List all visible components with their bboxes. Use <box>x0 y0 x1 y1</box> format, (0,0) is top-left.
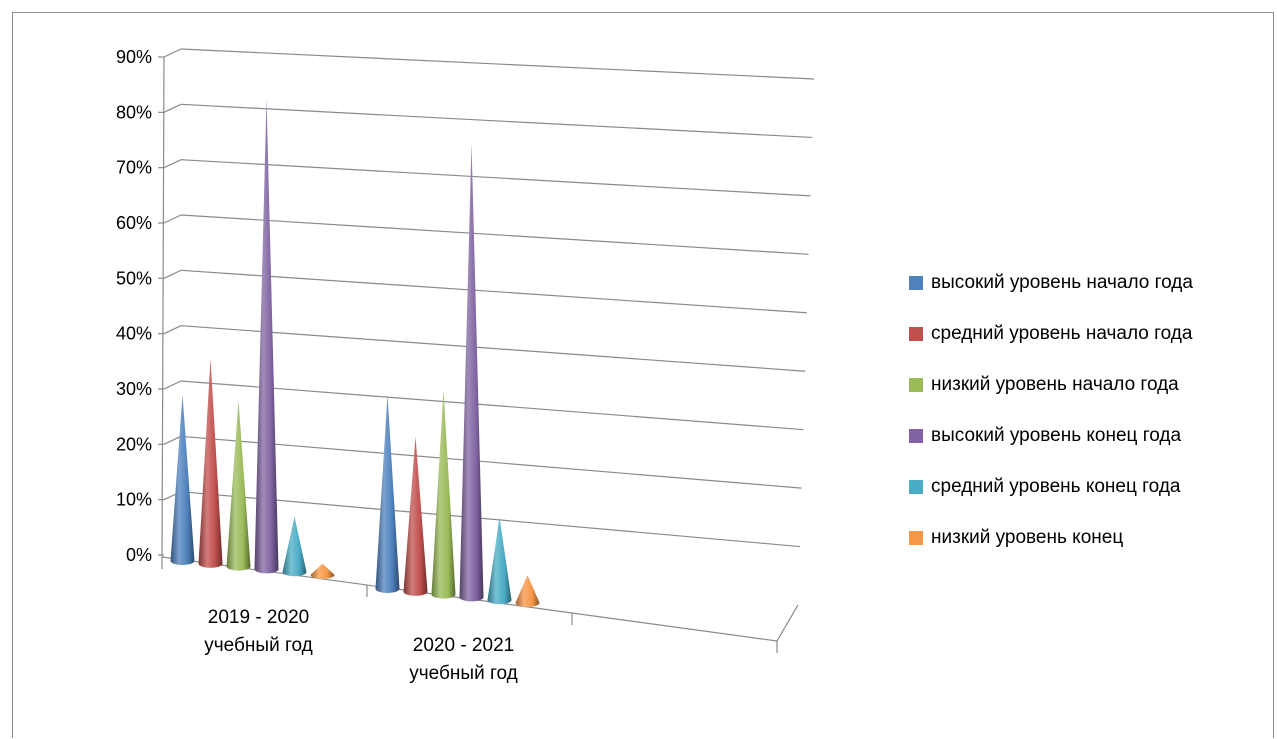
legend-label: высокий уровень конец года <box>931 424 1182 446</box>
cone <box>487 517 512 605</box>
gridline <box>180 380 804 431</box>
gridline-side <box>163 435 182 445</box>
cone <box>310 563 335 579</box>
y-tick-label: 0% <box>126 545 152 565</box>
cone <box>431 389 456 599</box>
legend-label: низкий уровень начало года <box>931 373 1179 395</box>
cone <box>254 98 279 574</box>
y-axis-line <box>161 56 165 558</box>
y-tick-label: 80% <box>116 102 152 122</box>
x-category-label: 2019 - 2020 учебный год <box>204 607 312 656</box>
gridline-side <box>163 269 182 279</box>
gridline-side <box>163 159 182 169</box>
cones <box>170 98 540 607</box>
legend-swatch <box>909 377 923 392</box>
gridline-side <box>163 48 182 58</box>
y-tick-label: 40% <box>116 324 152 344</box>
gridline-side <box>163 380 182 390</box>
y-tick-label: 10% <box>116 490 152 510</box>
cone <box>375 395 400 593</box>
gridline <box>180 214 809 255</box>
legend-item: низкий уровень начало года <box>909 359 1277 410</box>
gridline <box>180 103 813 139</box>
chart-frame: 0% 10% 20% 30% 40% 50% 60% 70% 80% 90% 2019 - 202… <box>12 12 1274 738</box>
floor-right-edge <box>776 604 799 642</box>
legend-item: низкий уровень конец <box>909 512 1277 563</box>
y-tick-label: 20% <box>116 434 152 454</box>
cone <box>515 575 540 607</box>
legend-swatch <box>909 428 923 443</box>
gridline <box>180 159 811 197</box>
cone <box>459 143 484 602</box>
legend-swatch <box>909 479 923 494</box>
gridline <box>180 269 807 314</box>
legend-item: высокий уровень конец года <box>909 410 1277 461</box>
gridline <box>180 48 815 80</box>
legend-swatch <box>909 326 923 341</box>
legend-label: средний уровень конец года <box>931 475 1181 497</box>
cone <box>282 516 307 577</box>
legend: высокий уровень начало года средний уров… <box>909 257 1277 563</box>
chart-plot: 0% 10% 20% 30% 40% 50% 60% 70% 80% 90% 2019 - 202… <box>116 47 815 684</box>
x-category-label: 2020 - 2021 учебный год <box>409 635 517 684</box>
legend-label: низкий уровень конец <box>931 526 1124 548</box>
gridline <box>180 491 800 548</box>
gridline <box>180 325 806 372</box>
legend-swatch <box>909 530 923 545</box>
cone <box>170 394 195 565</box>
gridline-side <box>163 103 182 113</box>
cone <box>226 400 251 571</box>
cone <box>403 436 428 596</box>
y-tick-label: 50% <box>116 268 152 288</box>
category-labels: 2019 - 2020 учебный год 2020 - 2021 учебный… <box>204 607 517 684</box>
cone <box>198 358 223 568</box>
y-tick-label: 90% <box>116 47 152 67</box>
y-tick-label: 70% <box>116 158 152 178</box>
y-tick-labels: 0% 10% 20% 30% 40% 50% 60% 70% 80% 90% <box>116 47 152 565</box>
gridlines <box>163 48 815 548</box>
gridline-side <box>163 214 182 224</box>
legend-label: высокий уровень начало года <box>931 271 1193 293</box>
legend-swatch <box>909 275 923 290</box>
y-tick-label: 30% <box>116 379 152 399</box>
legend-label: средний уровень начало года <box>931 322 1193 344</box>
legend-item: средний уровень конец года <box>909 461 1277 512</box>
legend-item: высокий уровень начало года <box>909 257 1277 308</box>
legend-item: средний уровень начало года <box>909 308 1277 359</box>
gridline-side <box>163 325 182 335</box>
y-tick-label: 60% <box>116 213 152 233</box>
gridline <box>180 435 802 489</box>
